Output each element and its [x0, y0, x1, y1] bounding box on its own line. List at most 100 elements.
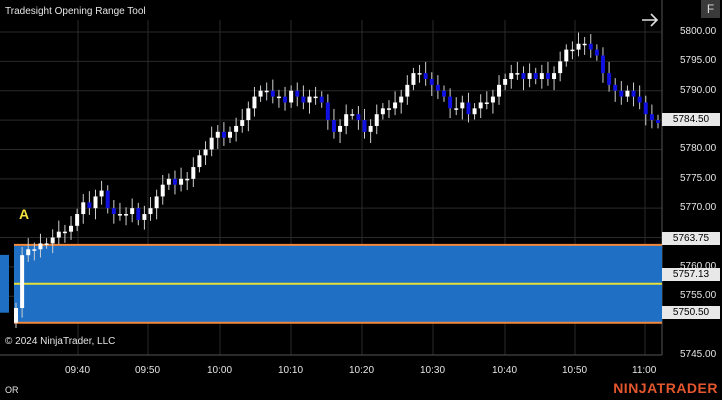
candle-body	[228, 131, 232, 138]
candle-body	[649, 114, 654, 121]
candle-body	[62, 231, 67, 234]
candle-body	[368, 125, 373, 132]
candle-body	[130, 208, 135, 215]
candle-body	[399, 96, 404, 103]
arrow-right-icon[interactable]	[640, 10, 660, 30]
price-axis-label: 5745.00	[680, 349, 717, 360]
candle-body	[619, 90, 624, 97]
candle-body	[325, 102, 330, 121]
price-axis-label: 5790.00	[680, 84, 717, 96]
candle-body	[246, 108, 251, 121]
candle-body	[643, 102, 648, 115]
candle-body	[32, 249, 37, 251]
price-axis-label: 5800.00	[680, 26, 717, 37]
candle-body	[75, 214, 80, 226]
candle-body	[301, 96, 306, 103]
candle-body	[276, 96, 281, 99]
candle-body	[38, 243, 43, 250]
time-axis-label: 10:30	[420, 365, 446, 376]
candle-body	[509, 73, 514, 79]
candle-body	[93, 196, 98, 209]
candle-body	[172, 178, 177, 185]
candle-body	[185, 178, 190, 181]
candle-body	[539, 73, 544, 79]
candle-body	[154, 196, 159, 209]
price-axis-label: 5755.00	[680, 290, 717, 302]
candle-body	[490, 96, 495, 103]
candle-body	[307, 96, 312, 103]
time-axis-label: 10:00	[207, 365, 233, 376]
candle-body	[26, 249, 31, 256]
candle-body	[252, 96, 257, 109]
candle-body	[435, 84, 440, 91]
candle-body	[179, 178, 184, 185]
chart-title: Tradesight Opening Range Tool	[5, 6, 146, 17]
candle-body	[166, 178, 171, 185]
last-price-marker: 5784.50	[662, 113, 720, 126]
candle-body	[533, 73, 538, 79]
candle-body	[87, 202, 92, 209]
candle-body	[448, 96, 453, 109]
price-axis-label: 5780.00	[680, 143, 717, 155]
candle-body	[105, 190, 110, 209]
candle-body	[411, 73, 416, 85]
candle-body	[374, 114, 379, 126]
candle-body	[594, 49, 599, 56]
candle-body	[148, 208, 153, 215]
candle-body	[270, 90, 275, 97]
candle-body	[631, 90, 636, 97]
candle-body	[221, 131, 226, 138]
candle-body	[350, 114, 355, 116]
candle-body	[417, 73, 422, 75]
candle-body	[331, 120, 336, 132]
properties-button[interactable]: F	[701, 0, 720, 18]
candle-body	[423, 73, 428, 79]
annotation-label: A	[19, 206, 30, 222]
candle-body	[478, 102, 483, 109]
instrument-label: OR	[5, 385, 19, 395]
candle-body	[564, 49, 569, 62]
candle-body	[56, 231, 61, 238]
candle-body	[558, 61, 563, 74]
time-axis-label: 09:40	[65, 365, 91, 376]
candle-body	[380, 108, 385, 115]
price-axis-label: 5760.00	[680, 260, 717, 272]
candle-body	[319, 96, 324, 103]
candle-body	[588, 43, 593, 50]
candle-body	[69, 225, 74, 232]
candle-body	[283, 96, 288, 103]
candle-body	[637, 96, 642, 103]
candle-body	[582, 43, 587, 46]
price-axis-label: 5770.00	[680, 202, 717, 214]
candle-body	[289, 90, 294, 103]
candle-body	[405, 84, 410, 97]
candle-body	[209, 137, 214, 150]
ninjatrader-logo: NINJATRADER	[613, 380, 718, 396]
candle-body	[429, 78, 434, 85]
candle-body	[99, 190, 104, 197]
candle-body	[44, 243, 49, 245]
time-axis-label: 11:00	[632, 365, 657, 376]
candle-body	[215, 131, 220, 138]
candle-body	[197, 155, 202, 168]
candle-body	[600, 55, 605, 74]
price-axis-label: 5795.00	[680, 55, 717, 67]
candle-body	[521, 73, 526, 79]
candle-body	[258, 90, 263, 97]
candle-body	[607, 73, 612, 85]
candle-body	[160, 184, 165, 197]
candle-body	[136, 208, 141, 220]
candle-body	[576, 43, 581, 50]
time-axis-label: 09:50	[135, 365, 161, 376]
range-mid-marker: 5757.13	[662, 268, 720, 281]
candle-body	[264, 90, 269, 93]
candle-body	[117, 214, 122, 216]
range-side-tab	[0, 254, 9, 313]
candle-body	[14, 308, 18, 323]
candle-body	[386, 108, 391, 110]
candle-body	[50, 237, 55, 244]
candle-body	[460, 102, 465, 109]
candle-body	[124, 214, 129, 216]
candle-body	[111, 208, 116, 215]
